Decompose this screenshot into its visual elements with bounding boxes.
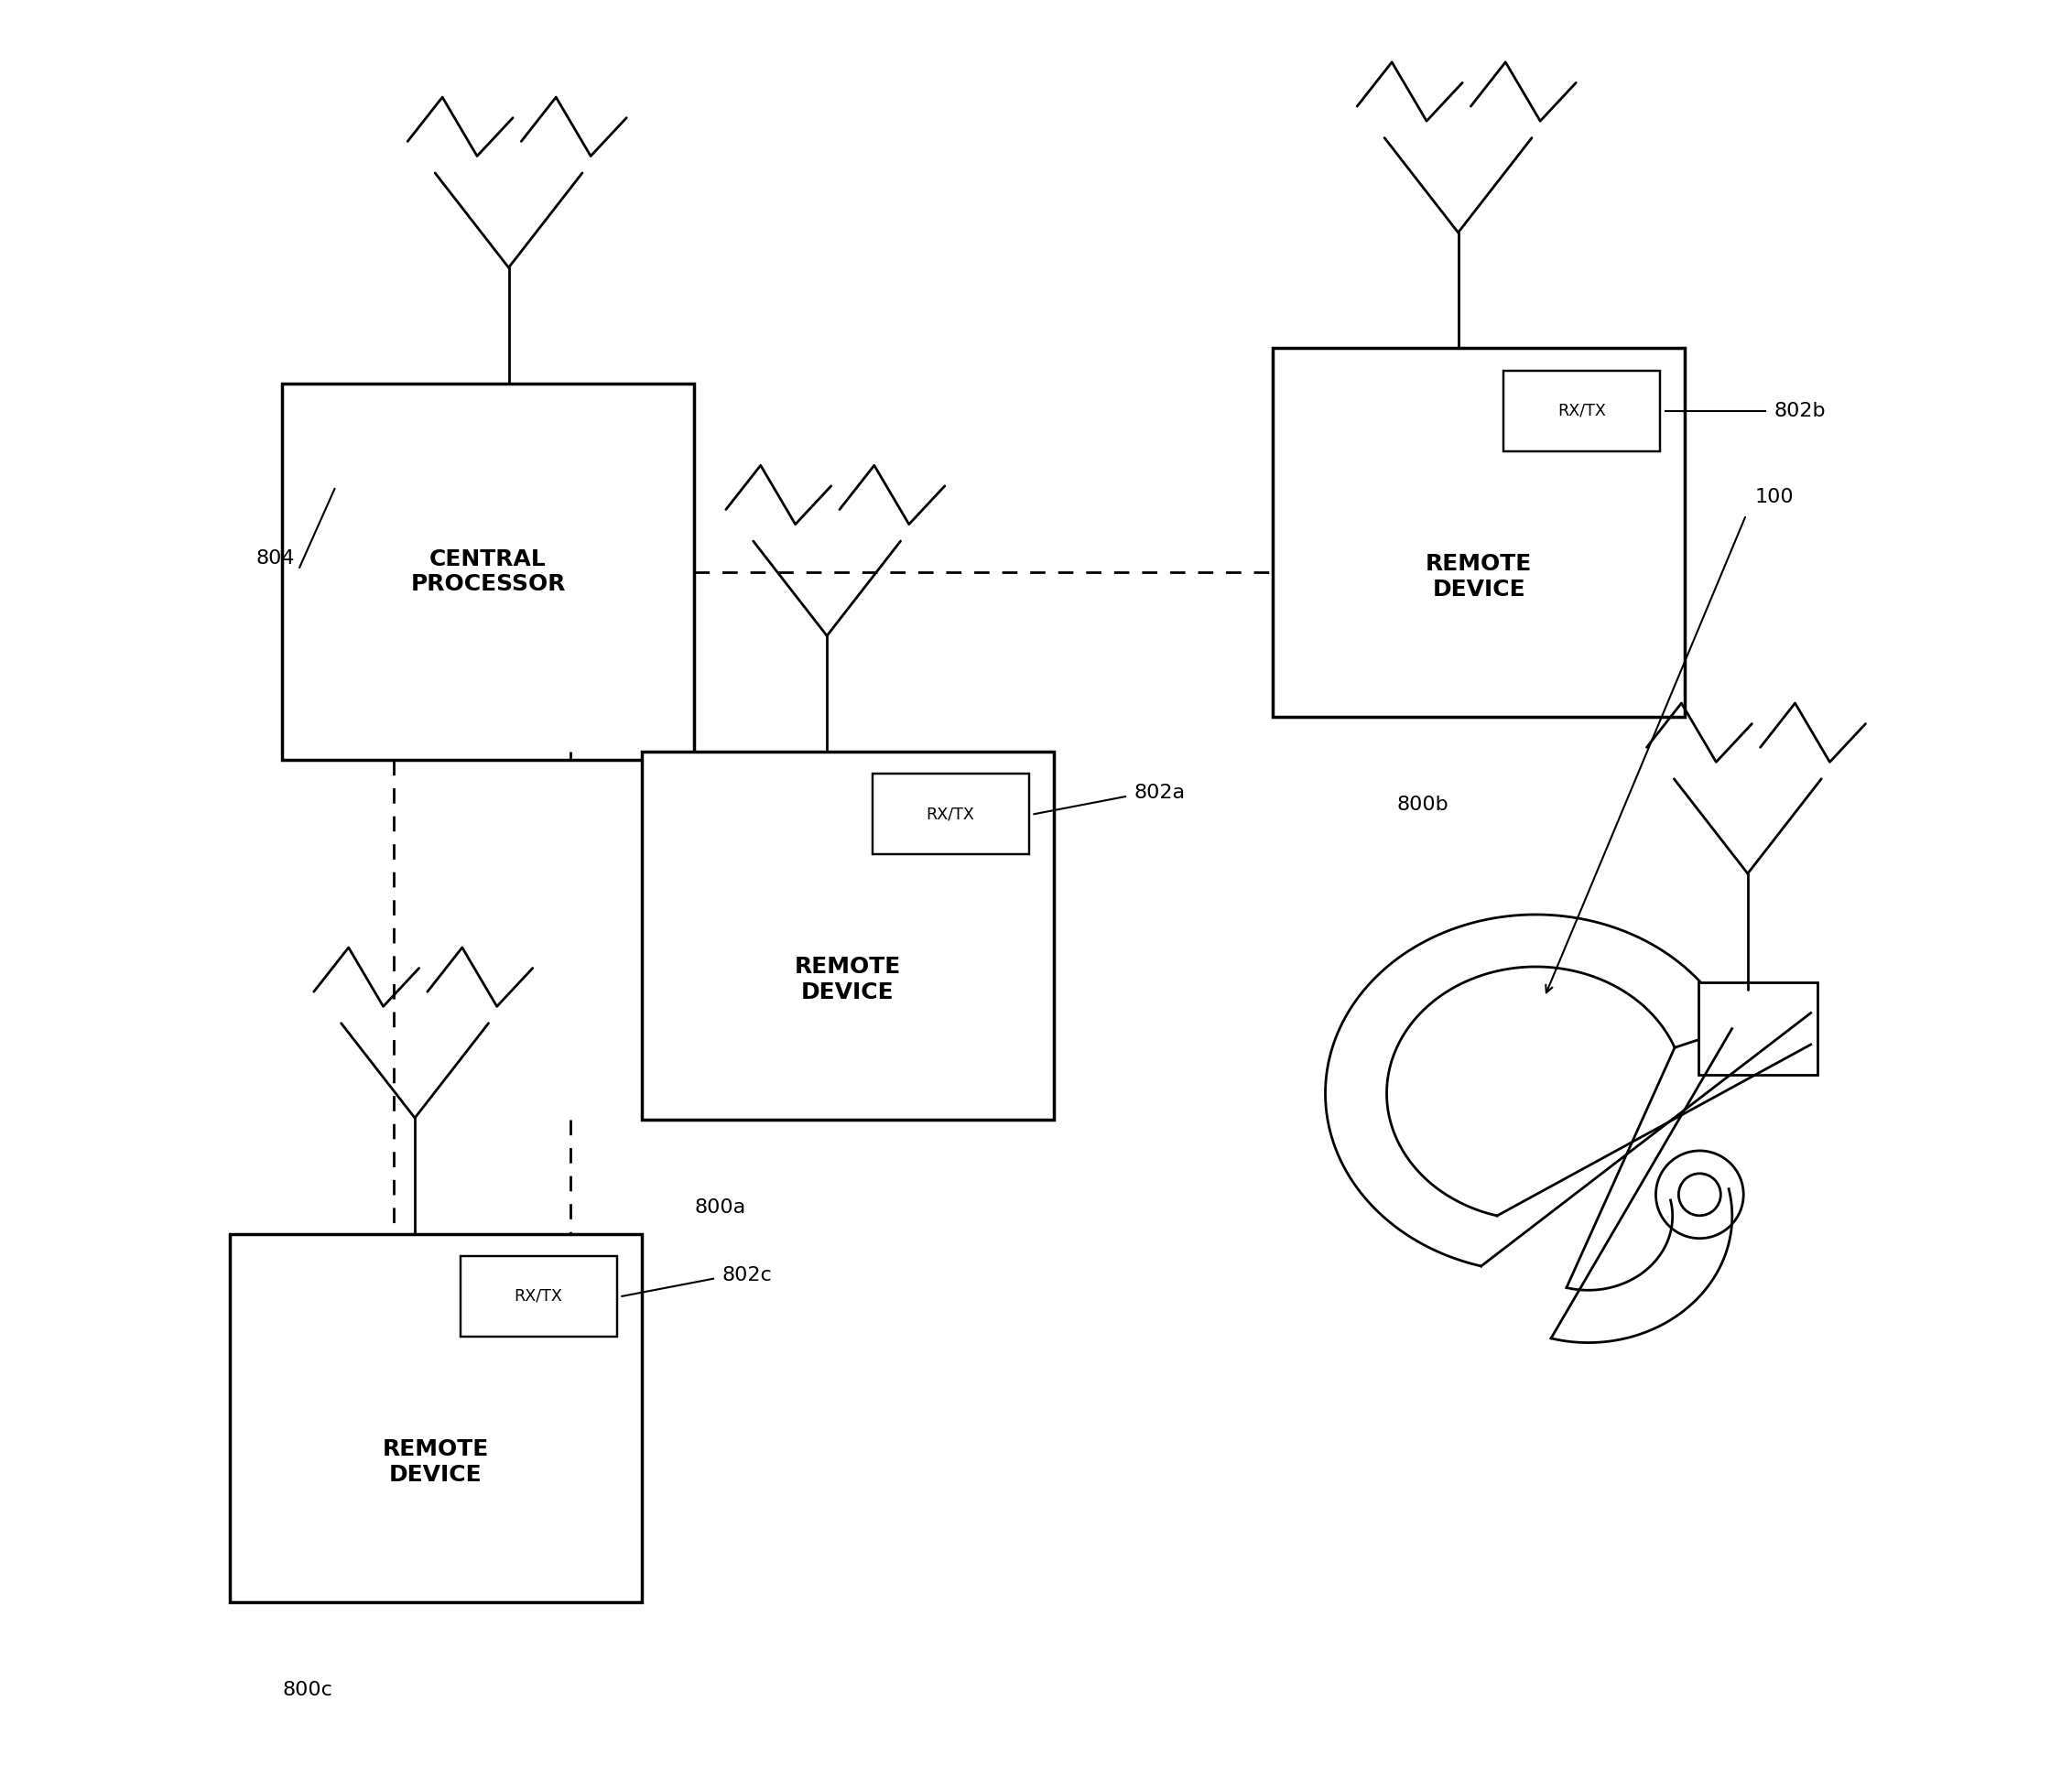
FancyBboxPatch shape [1504, 371, 1660, 452]
FancyBboxPatch shape [460, 1256, 617, 1337]
Text: 802c: 802c [721, 1266, 773, 1284]
Text: REMOTE
DEVICE: REMOTE DEVICE [1426, 553, 1531, 600]
FancyBboxPatch shape [230, 1234, 642, 1602]
Text: 802a: 802a [1133, 784, 1185, 802]
Text: REMOTE
DEVICE: REMOTE DEVICE [381, 1438, 489, 1485]
Text: 800a: 800a [694, 1199, 746, 1217]
Text: 804: 804 [255, 549, 294, 569]
Text: 100: 100 [1755, 487, 1794, 507]
Text: 800b: 800b [1397, 795, 1448, 814]
Text: RX/TX: RX/TX [514, 1287, 564, 1305]
Text: 800c: 800c [282, 1681, 332, 1699]
FancyBboxPatch shape [642, 752, 1053, 1120]
Text: RX/TX: RX/TX [1558, 403, 1606, 419]
FancyBboxPatch shape [282, 383, 694, 761]
FancyBboxPatch shape [1272, 348, 1685, 717]
FancyBboxPatch shape [872, 774, 1030, 855]
Text: REMOTE
DEVICE: REMOTE DEVICE [794, 955, 901, 1003]
Text: RX/TX: RX/TX [926, 805, 974, 823]
FancyBboxPatch shape [1699, 982, 1817, 1075]
Text: 802b: 802b [1774, 401, 1825, 420]
Text: CENTRAL
PROCESSOR: CENTRAL PROCESSOR [410, 547, 566, 595]
